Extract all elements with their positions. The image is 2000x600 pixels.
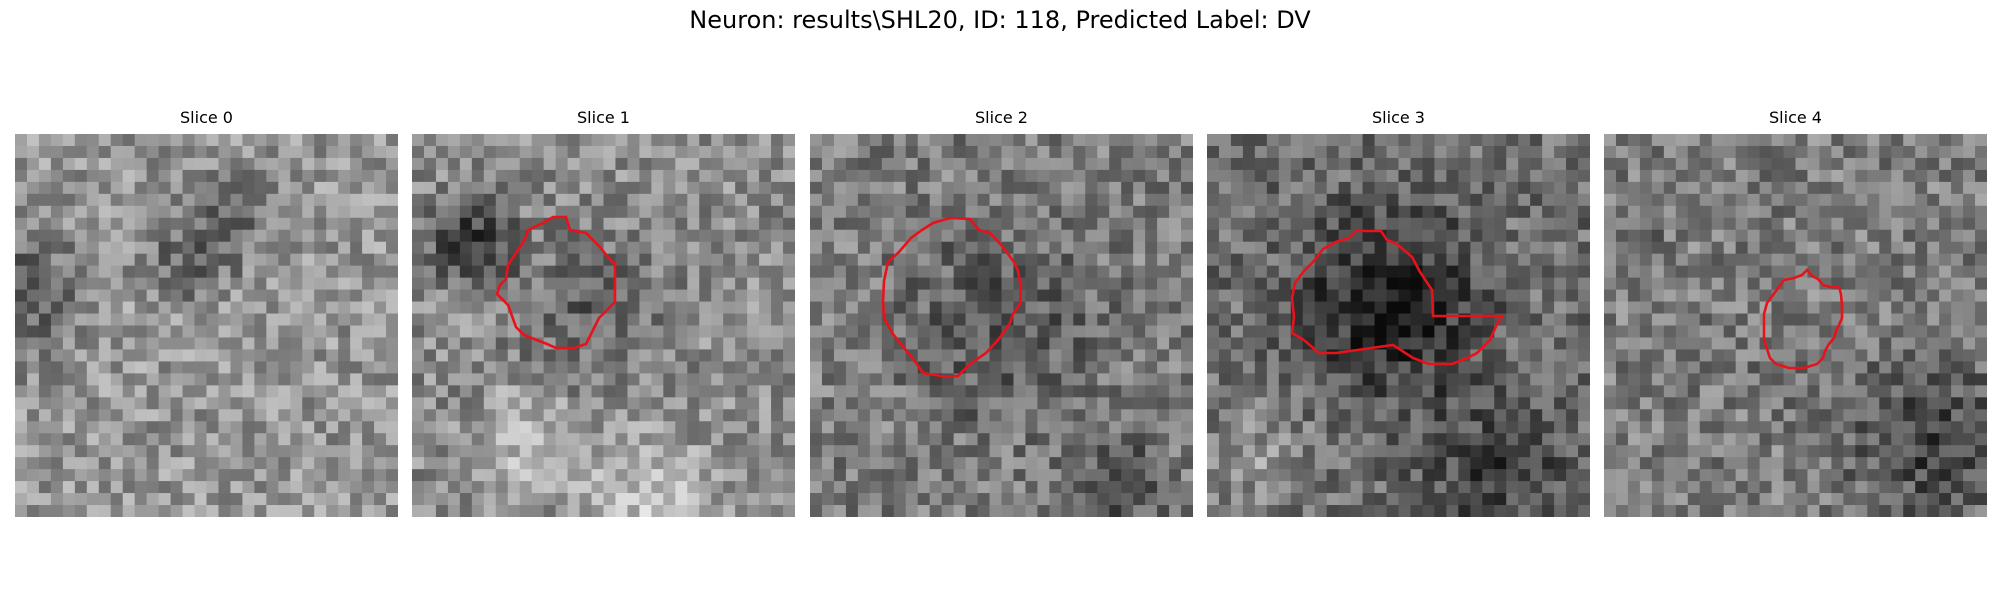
slice-panel-3: Slice 3 [1207, 108, 1590, 517]
slice-panel-0: Slice 0 [15, 108, 398, 517]
contour-outline [1762, 268, 1844, 370]
grayscale-image [1207, 134, 1590, 517]
grayscale-image [15, 134, 398, 517]
slice-image [15, 134, 398, 517]
slice-image [1207, 134, 1590, 517]
slice-title: Slice 2 [975, 108, 1028, 127]
grayscale-image [810, 134, 1193, 517]
slice-title: Slice 1 [577, 108, 630, 127]
slice-panel-2: Slice 2 [810, 108, 1193, 517]
slice-title: Slice 0 [180, 108, 233, 127]
slice-image [1604, 134, 1987, 517]
contour-outline [495, 215, 617, 350]
slice-image [810, 134, 1193, 517]
slice-panel-1: Slice 1 [412, 108, 795, 517]
slice-title: Slice 4 [1769, 108, 1822, 127]
contour-outline [1290, 229, 1505, 366]
slice-panel-4: Slice 4 [1604, 108, 1987, 517]
figure-title: Neuron: results\SHL20, ID: 118, Predicte… [689, 6, 1311, 34]
grayscale-image [412, 134, 795, 517]
grayscale-image [1604, 134, 1987, 517]
slice-title: Slice 3 [1372, 108, 1425, 127]
contour-outline [881, 216, 1023, 379]
slice-image [412, 134, 795, 517]
